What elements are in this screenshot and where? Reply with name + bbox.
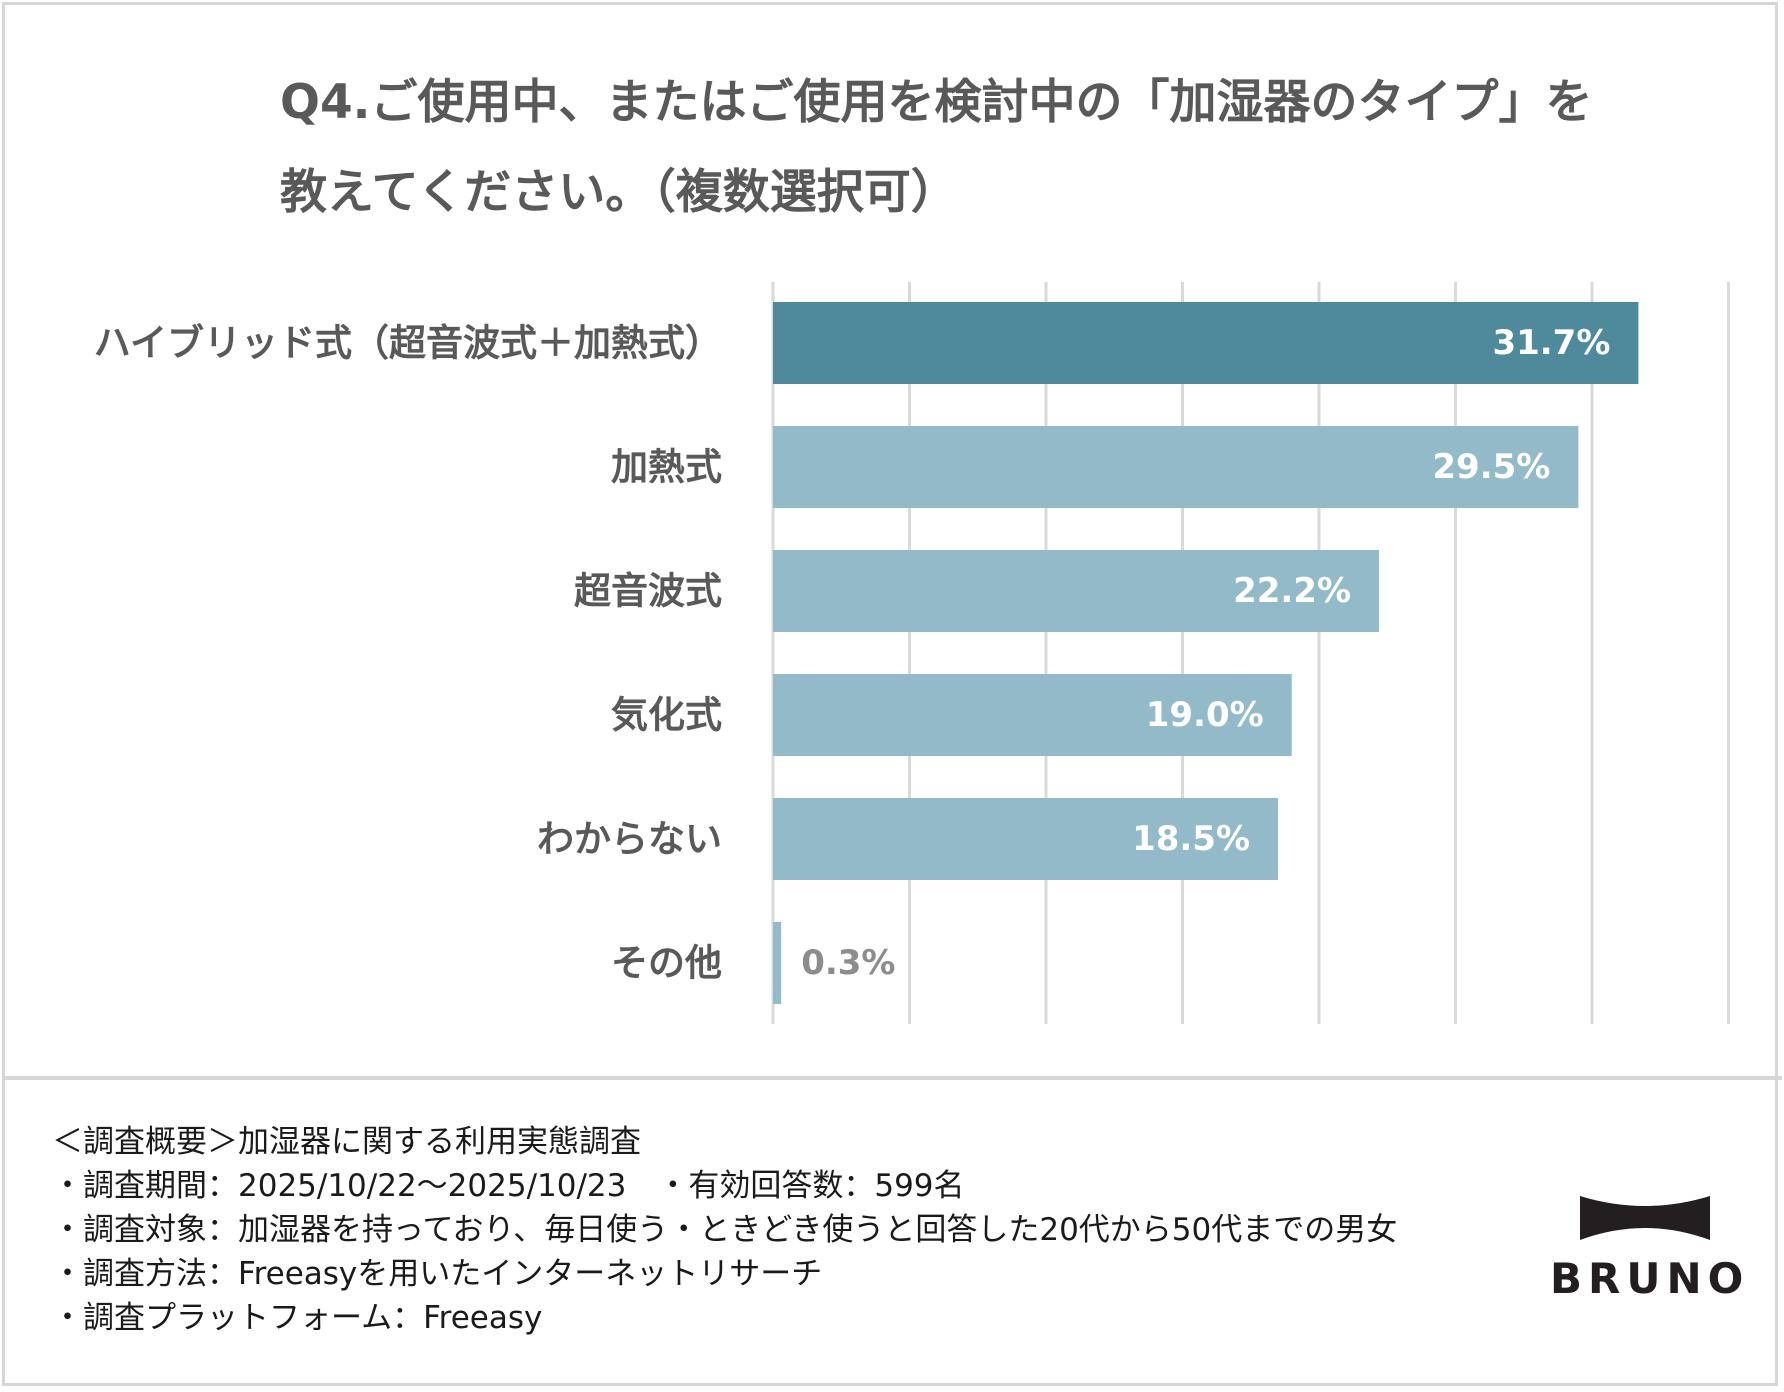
chart-title: Q4.ご使用中、またはご使用を検討中の「加湿器のタイプ」を 教えてください。（複… [280, 58, 1593, 238]
survey-notes: ＜調査概要＞加湿器に関する利用実態調査 ・調査期間：2025/10/22～202… [52, 1120, 1452, 1340]
category-label-1: 加熱式 [611, 446, 722, 489]
category-label-5: その他 [611, 942, 722, 985]
survey-platform: ・調査プラットフォーム：Freeasy [52, 1300, 543, 1336]
value-label-2: 22.2% [1233, 571, 1351, 611]
value-label-4: 18.5% [1132, 819, 1250, 859]
bar-1 [773, 426, 1579, 508]
category-label-2: 超音波式 [574, 570, 722, 613]
bar-0 [773, 302, 1639, 384]
value-label-3: 19.0% [1146, 695, 1264, 735]
bar-5 [773, 922, 782, 1004]
chart-title-line1: Q4.ご使用中、またはご使用を検討中の「加湿器のタイプ」を [280, 75, 1593, 130]
section-divider [2, 1076, 1782, 1080]
value-label-0: 31.7% [1492, 323, 1610, 363]
bar-chart: ハイブリッド式（超音波式＋加熱式） 31.7% 加熱式 29.5% 超音波式 22.2% 気… [94, 282, 1730, 1024]
category-label-3: 気化式 [611, 694, 722, 737]
survey-target: ・調査対象：加湿器を持っており、毎日使う・ときどき使うと回答した20代から50代… [52, 1212, 1398, 1248]
bar-2 [773, 550, 1380, 632]
survey-method: ・調査方法：Freeasyを用いたインターネットリサーチ [52, 1256, 823, 1292]
bruno-logo: BRUNO [1550, 1190, 1750, 1310]
bar-4 [773, 798, 1279, 880]
chart-title-line2: 教えてください。（複数選択可） [280, 165, 958, 220]
value-label-5: 0.3% [801, 943, 895, 983]
survey-period: ・調査期間：2025/10/22～2025/10/23 ・有効回答数：599名 [52, 1168, 965, 1204]
category-label-0: ハイブリッド式（超音波式＋加熱式） [94, 322, 722, 365]
category-label-4: わからない [537, 818, 722, 861]
bruno-logo-text: BRUNO [1550, 1254, 1750, 1303]
value-label-1: 29.5% [1432, 447, 1550, 487]
survey-heading: ＜調査概要＞加湿器に関する利用実態調査 [52, 1124, 641, 1160]
bar-3 [773, 674, 1292, 756]
bruno-logo-mark [1580, 1196, 1710, 1240]
